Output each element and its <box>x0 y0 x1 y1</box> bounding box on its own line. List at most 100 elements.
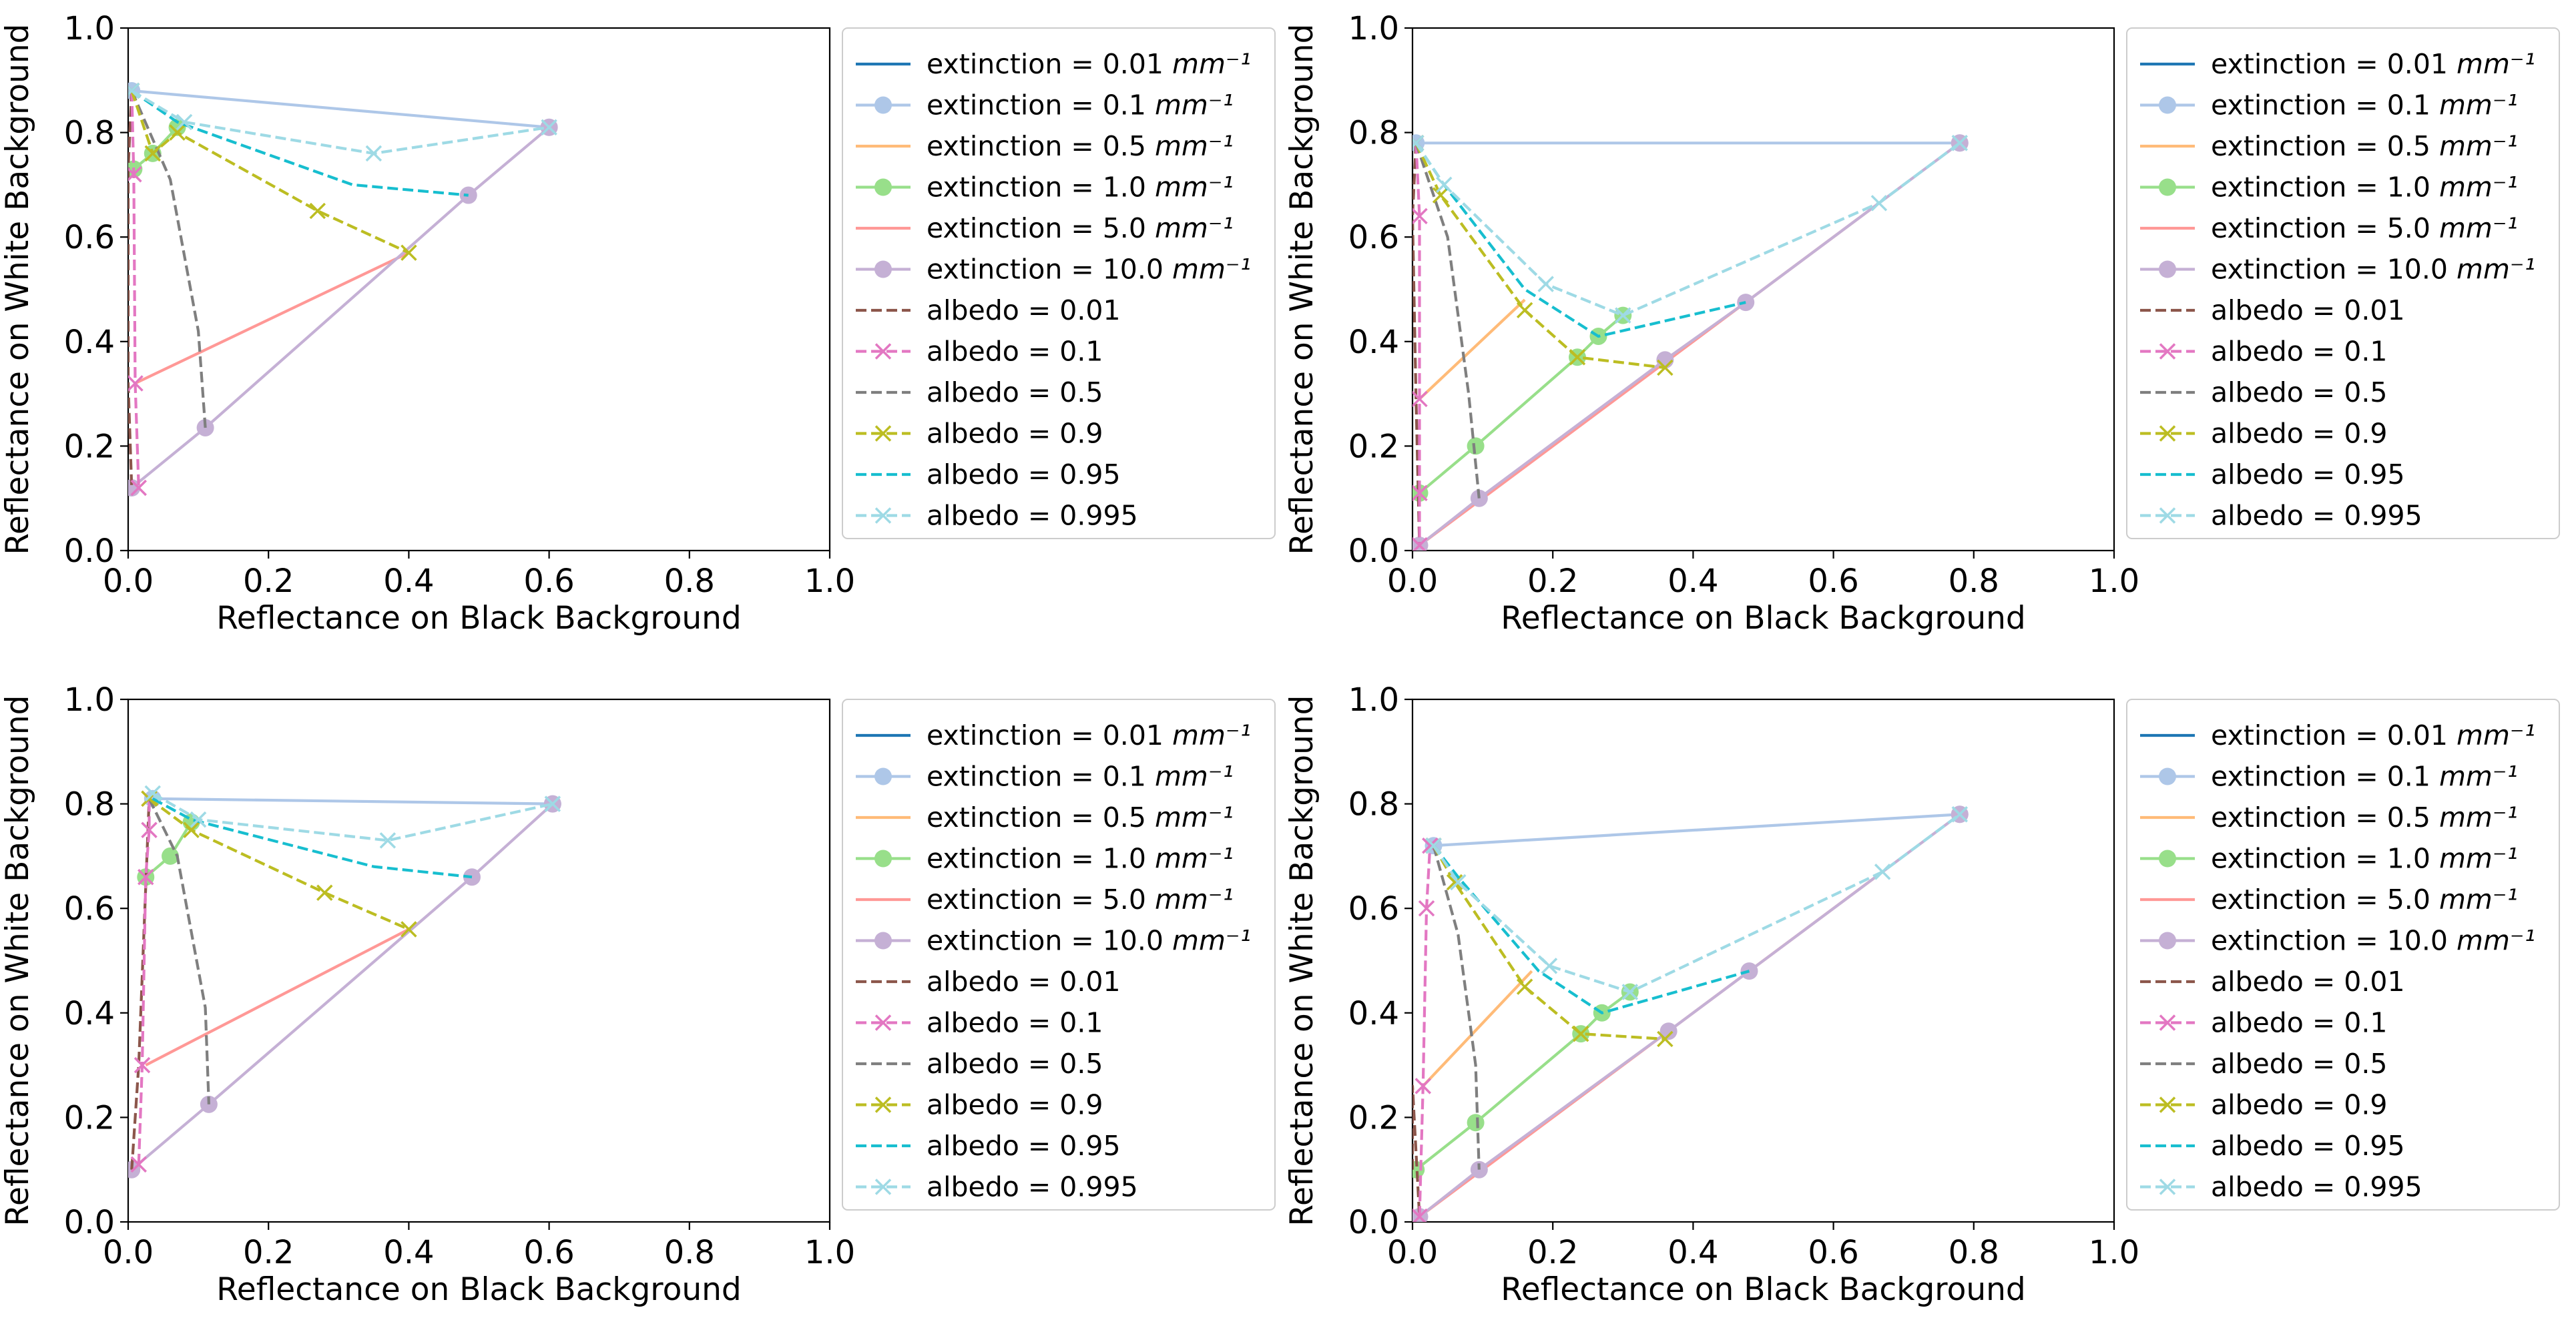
y-tick-label: 0.2 <box>64 1099 115 1136</box>
series-line-extinction-10-0 <box>130 126 550 489</box>
series-line-extinction-0-1 <box>1433 813 1960 848</box>
legend-item-albedo-0-995: albedo = 0.995 <box>2140 500 2422 532</box>
data-point-albedo-0-1 <box>1414 1078 1431 1094</box>
series-line-albedo-0-5 <box>130 90 207 428</box>
legend-item-extinction-5-0: extinction = 5.0 mm⁻¹ <box>856 212 1234 244</box>
legend-item-albedo-0-95: albedo = 0.95 <box>2140 1130 2405 1162</box>
data-point-albedo-0-9 <box>183 821 200 838</box>
legend-marker <box>874 425 892 442</box>
data-point-albedo-0-1 <box>1412 537 1428 551</box>
legend-box <box>842 27 1276 539</box>
data-point-albedo-0-9 <box>169 124 186 141</box>
x-tick-label: 0.8 <box>664 1234 715 1271</box>
legend-label: extinction = 0.1 mm⁻¹ <box>2211 89 2518 121</box>
legend-marker <box>2159 1179 2176 1195</box>
data-point-albedo-0-995 <box>1951 135 1969 151</box>
y-axis-label: Reflectance on White Background <box>1284 695 1320 1226</box>
legend-label: albedo = 0.95 <box>927 1130 1121 1162</box>
x-tick-label: 0.4 <box>1667 563 1718 600</box>
legend-label: albedo = 0.5 <box>2211 376 2388 408</box>
legend-item-albedo-0-995: albedo = 0.995 <box>2140 1171 2422 1203</box>
data-point-albedo-0-995 <box>379 832 397 849</box>
data-point-albedo-0-9 <box>316 884 333 901</box>
series-line-extinction-0-5 <box>1419 298 1526 400</box>
series-line-albedo-0-5 <box>1432 845 1481 1170</box>
legend-label: albedo = 0.1 <box>2211 336 2388 368</box>
legend-label: extinction = 5.0 mm⁻¹ <box>2211 884 2518 916</box>
legend-marker <box>2159 178 2176 196</box>
legend-item-albedo-0-9: albedo = 0.9 <box>2140 418 2388 450</box>
y-tick-label: 1.0 <box>64 10 115 47</box>
data-point-albedo-0-9 <box>309 202 326 220</box>
data-point-albedo-0-995 <box>365 145 382 162</box>
data-point-extinction-10-0 <box>1656 351 1674 369</box>
legend-label: albedo = 0.01 <box>2211 966 2405 998</box>
data-point-albedo-0-995 <box>1541 958 1558 974</box>
data-point-albedo-0-9 <box>1569 349 1586 366</box>
legend-item-extinction-0-5: extinction = 0.5 mm⁻¹ <box>856 801 1234 834</box>
series-line-extinction-5-0 <box>134 251 410 385</box>
legend-item-extinction-1-0: extinction = 1.0 mm⁻¹ <box>856 843 1234 875</box>
x-tick-label: 0.6 <box>1808 1234 1858 1271</box>
legend-item-extinction-0-01: extinction = 0.01 mm⁻¹ <box>856 719 1251 751</box>
subplot-4: 0.0 0.2 0.4 0.6 0.8 1.0 0.0 0.2 0.4 0.6 0.8 1.0 Refl… <box>1284 681 2560 1308</box>
data-point-albedo-0-9 <box>1657 1030 1673 1048</box>
legend-item-albedo-0-01: albedo = 0.01 <box>2140 966 2405 998</box>
legend-item-albedo-0-5: albedo = 0.5 <box>2140 376 2388 408</box>
series-line-albedo-0-9 <box>1432 845 1665 1041</box>
y-axis-label: Reflectance on White Background <box>0 695 36 1226</box>
legend-marker <box>874 850 892 868</box>
data-point-albedo-0-1 <box>138 868 154 886</box>
series-line-extinction-0-5 <box>1422 970 1533 1087</box>
x-tick-label: 0.2 <box>243 563 294 600</box>
data-point-extinction-10-0 <box>1737 294 1755 312</box>
data-point-extinction-1-0 <box>1467 1114 1485 1132</box>
x-axis-label: Reflectance on Black Background <box>1501 600 2026 637</box>
data-point-albedo-0-1 <box>1412 208 1428 225</box>
legend-marker <box>874 96 892 114</box>
legend-label: albedo = 0.95 <box>2211 458 2405 490</box>
subplot-2: 0.0 0.2 0.4 0.6 0.8 1.0 0.0 0.2 0.4 0.6 0.8 1.0 Refl… <box>1284 10 2560 637</box>
plot-area <box>128 81 558 497</box>
legend-item-albedo-0-995: albedo = 0.995 <box>856 500 1138 532</box>
legend-item-extinction-5-0: extinction = 5.0 mm⁻¹ <box>2140 212 2518 244</box>
legend-label: albedo = 0.1 <box>927 336 1103 368</box>
legend-label: albedo = 0.9 <box>927 1089 1103 1121</box>
data-point-albedo-0-995 <box>128 82 140 99</box>
legend-marker <box>874 260 892 278</box>
y-tick-label: 0.0 <box>64 533 115 570</box>
data-point-albedo-0-9 <box>1516 302 1533 319</box>
x-tick-label: 0.4 <box>383 1234 434 1271</box>
y-tick-label: 0.2 <box>1348 1099 1399 1136</box>
x-tick-label: 0.2 <box>1527 1234 1578 1271</box>
y-tick-label: 0.0 <box>1348 533 1399 570</box>
legend-item-extinction-0-1: extinction = 0.1 mm⁻¹ <box>856 761 1234 793</box>
x-tick-label: 1.0 <box>804 1234 855 1271</box>
legend-label: extinction = 0.01 mm⁻¹ <box>2211 48 2535 80</box>
series-line-extinction-10-0 <box>130 803 554 1171</box>
data-point-albedo-0-1 <box>141 821 158 838</box>
legend-label: albedo = 0.5 <box>927 376 1103 408</box>
legend-item-extinction-1-0: extinction = 1.0 mm⁻¹ <box>2140 843 2518 875</box>
data-point-extinction-1-0 <box>168 118 186 136</box>
legend-label: extinction = 0.5 mm⁻¹ <box>927 801 1234 834</box>
data-point-albedo-0-1 <box>128 375 144 392</box>
legend-label: albedo = 0.995 <box>927 1171 1138 1203</box>
series-line-albedo-0-5 <box>1414 142 1481 499</box>
y-axis-label: Reflectance on White Background <box>0 23 36 555</box>
legend-label: extinction = 0.5 mm⁻¹ <box>927 130 1234 162</box>
legend-item-albedo-0-1: albedo = 0.1 <box>2140 1007 2388 1039</box>
legend-label: albedo = 0.1 <box>927 1007 1103 1039</box>
legend-item-extinction-10-0: extinction = 10.0 mm⁻¹ <box>2140 254 2535 286</box>
data-point-albedo-0-995 <box>1874 864 1891 880</box>
legend-marker <box>874 178 892 196</box>
data-point-albedo-0-995 <box>144 785 162 802</box>
legend: extinction = 0.01 mm⁻¹ extinction = 0.1 m… <box>2126 27 2560 539</box>
y-tick-label: 0.8 <box>64 115 115 152</box>
legend-item-albedo-0-5: albedo = 0.5 <box>856 376 1103 408</box>
series-line-albedo-0-995 <box>1414 141 1961 317</box>
legend-label: extinction = 1.0 mm⁻¹ <box>927 172 1234 204</box>
x-tick-label: 0.0 <box>1387 563 1438 600</box>
data-point-extinction-10-0 <box>1470 489 1488 507</box>
y-tick-label: 1.0 <box>1348 681 1399 719</box>
